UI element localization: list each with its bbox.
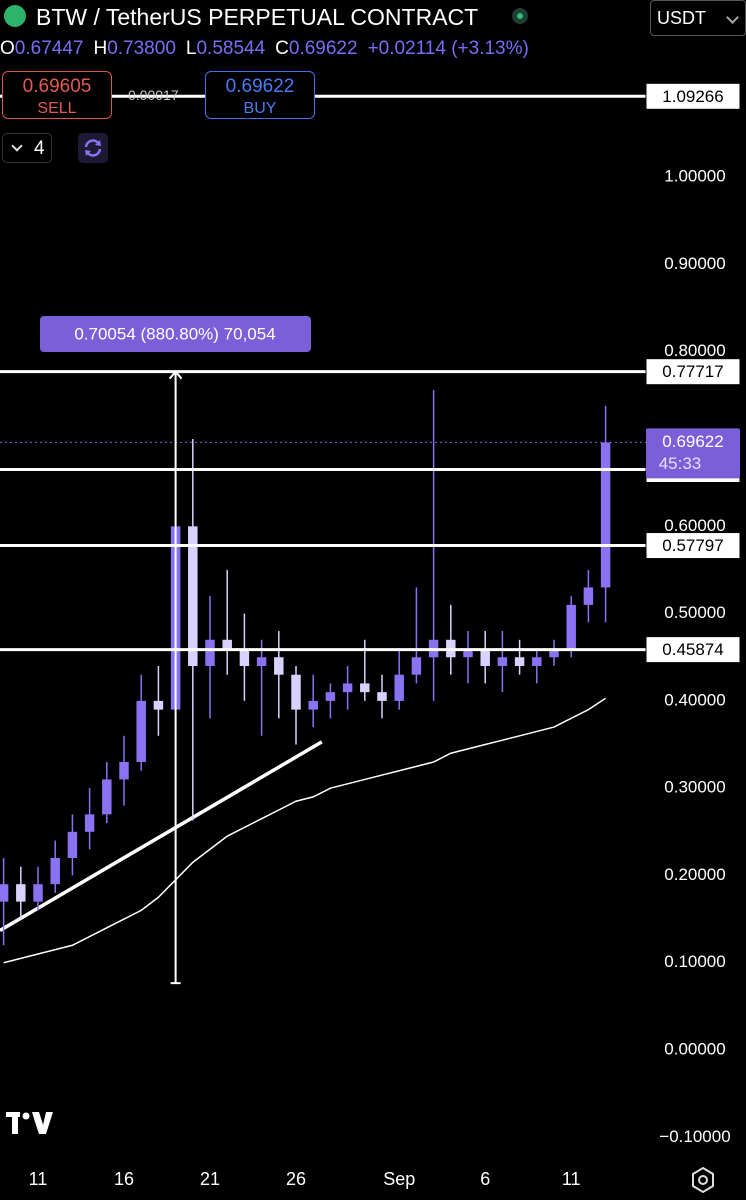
- candle-body: [239, 648, 250, 666]
- measure-label: 0.70054 (880.80%) 70,054: [74, 324, 275, 343]
- spread: 0.00017: [128, 87, 179, 103]
- y-tick-label: 0.30000: [664, 778, 725, 797]
- level-label-box: [645, 82, 741, 110]
- ohlc-value: 0.58544: [196, 38, 266, 59]
- symbol-logo: [4, 5, 26, 27]
- ohlc-row: O 0.67447 H 0.73800 L 0.58544 C 0.69622 +0.02114…: [0, 38, 529, 60]
- symbol-title[interactable]: BTW / TetherUS PERPETUAL CONTRACT: [36, 4, 479, 30]
- sell-price: 0.69605: [22, 76, 92, 97]
- level-label: 0.45874: [662, 640, 723, 659]
- buy-button[interactable]: 0.69622 BUY: [205, 71, 315, 119]
- candle-body: [360, 683, 370, 693]
- buy-label: BUY: [243, 100, 277, 117]
- ohlc-key: L: [185, 38, 197, 59]
- y-tick-label: 0.20000: [664, 865, 725, 884]
- x-tick-label: 11: [29, 1169, 48, 1189]
- sync-icon: [84, 139, 102, 157]
- candle-body: [411, 657, 422, 675]
- candle-body: [256, 657, 267, 666]
- y-tick-label: 0.90000: [664, 254, 725, 273]
- candle-body: [583, 587, 594, 605]
- candle-body: [549, 648, 559, 658]
- candle-body: [16, 884, 26, 902]
- candle-body: [497, 657, 508, 666]
- y-tick-label: 0.40000: [664, 690, 725, 709]
- last-price-box: [646, 428, 740, 479]
- candle-body: [600, 442, 611, 588]
- y-tick-label: 0.50000: [664, 603, 725, 622]
- currency-select[interactable]: USDT: [650, 0, 746, 36]
- measure-arrowhead: [168, 370, 183, 380]
- y-tick-label: 1.00000: [664, 167, 725, 186]
- candle-body: [532, 657, 542, 666]
- candle-body: [463, 648, 473, 658]
- buy-price: 0.69622: [225, 76, 295, 97]
- x-tick-label: 11: [562, 1169, 581, 1189]
- candle-body: [308, 700, 318, 710]
- level-label-box: [645, 532, 741, 560]
- candle-body: [50, 857, 60, 885]
- sync-button[interactable]: [78, 133, 108, 163]
- candle-body: [394, 674, 404, 701]
- candle-body: [566, 604, 576, 649]
- tradingview-logo: [6, 1112, 53, 1134]
- candle-body: [325, 692, 336, 701]
- candle-body: [84, 814, 95, 832]
- ohlc-value: 0.73800: [107, 38, 176, 59]
- sell-button[interactable]: 0.69605 SELL: [2, 71, 112, 119]
- x-tick-label: 21: [200, 1169, 220, 1189]
- ohlc-key: H: [93, 38, 108, 59]
- measure-box: [40, 316, 311, 352]
- candle-body: [291, 674, 301, 710]
- candle-body: [33, 884, 43, 902]
- ohlc-key: C: [275, 38, 289, 59]
- candle-body: [102, 779, 112, 815]
- x-tick-label: 6: [480, 1169, 490, 1189]
- x-tick-label: 16: [114, 1169, 134, 1189]
- trend-line: [0, 740, 323, 932]
- candle-body: [119, 761, 129, 780]
- ohlc-value: 0.69622: [288, 38, 358, 59]
- candle-body: [188, 526, 198, 666]
- candle-body: [342, 683, 353, 693]
- moving-average: [3, 697, 607, 964]
- sell-label: SELL: [37, 100, 77, 117]
- y-tick-label: 0.00000: [664, 1040, 725, 1059]
- candle-body: [377, 692, 387, 701]
- countdown: 45:33: [659, 454, 702, 473]
- level-label: 0.57797: [662, 536, 723, 555]
- level-label: 1.09266: [662, 87, 723, 106]
- candle-body: [153, 700, 164, 710]
- candle-body: [0, 884, 9, 902]
- candle-body: [222, 639, 232, 649]
- level-label: 0.77717: [662, 362, 723, 381]
- market-status: [512, 8, 528, 24]
- y-tick-label: 0.80000: [664, 341, 725, 360]
- interval-select[interactable]: 4: [2, 133, 52, 163]
- candle-body: [136, 700, 146, 762]
- candle-body: [274, 657, 284, 675]
- price-change: +0.02114 (+3.13%): [367, 38, 529, 59]
- ohlc-key: O: [0, 38, 15, 59]
- y-tick-label: 0.60000: [664, 516, 725, 535]
- level-label-box: [645, 636, 741, 664]
- y-tick-label: 0.10000: [664, 952, 725, 971]
- x-tick-label: 26: [286, 1169, 306, 1189]
- candle-body: [67, 831, 78, 858]
- y-tick-label: −0.10000: [659, 1127, 730, 1146]
- candle-body: [480, 648, 490, 666]
- ohlc-value: 0.67447: [14, 38, 84, 59]
- level-label-box: [645, 358, 741, 386]
- last-price-label: 0.69622: [662, 432, 723, 451]
- candle-body: [205, 639, 215, 666]
- settings-icon[interactable]: [692, 1166, 714, 1194]
- candle-body: [514, 657, 525, 666]
- x-tick-label: Sep: [383, 1169, 415, 1189]
